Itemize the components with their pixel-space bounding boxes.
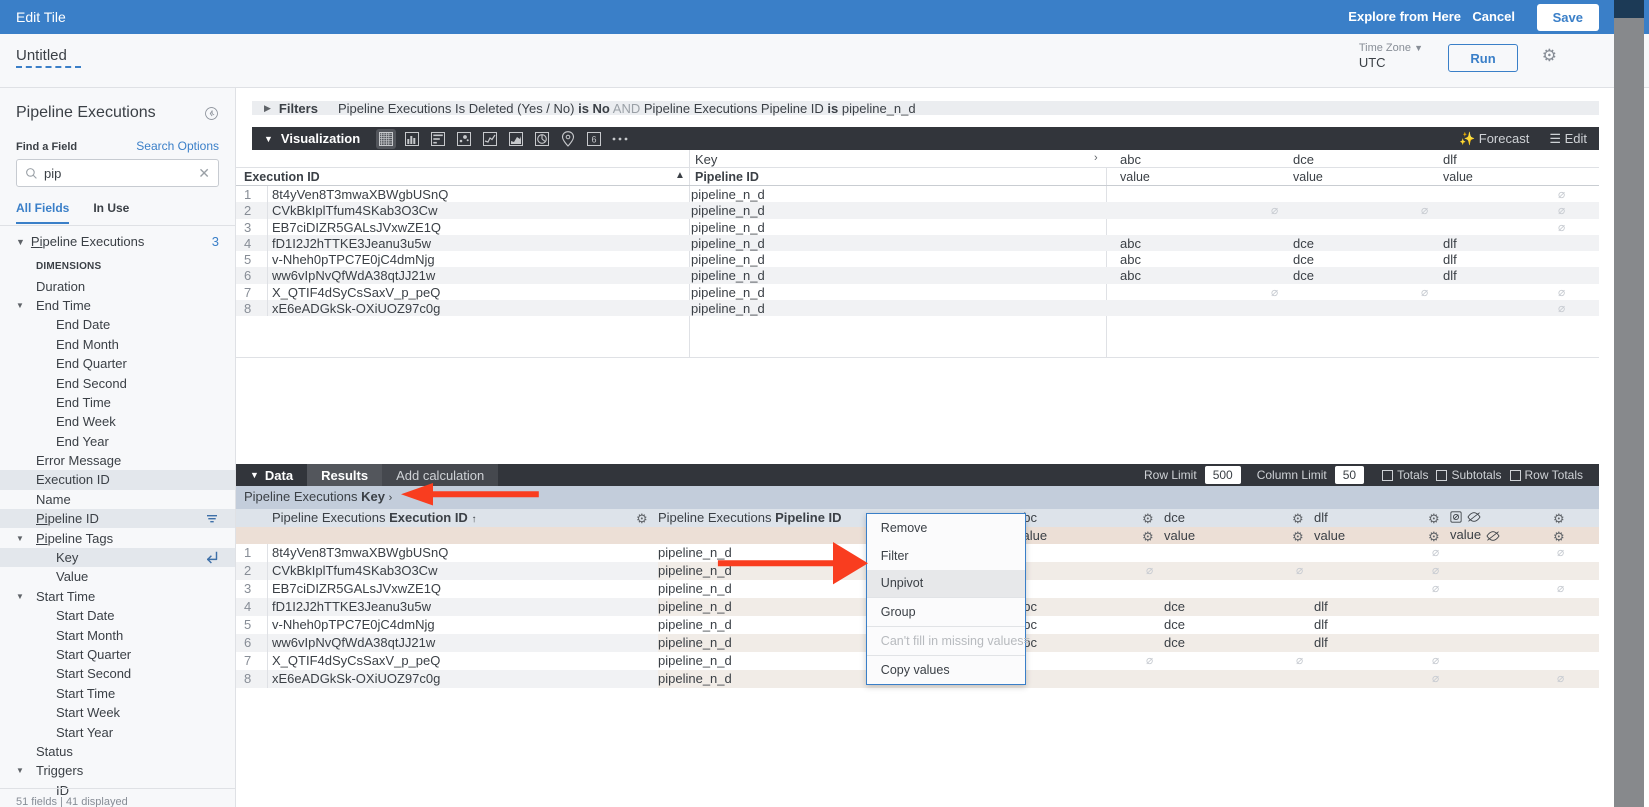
svg-text:6: 6 (592, 134, 597, 144)
